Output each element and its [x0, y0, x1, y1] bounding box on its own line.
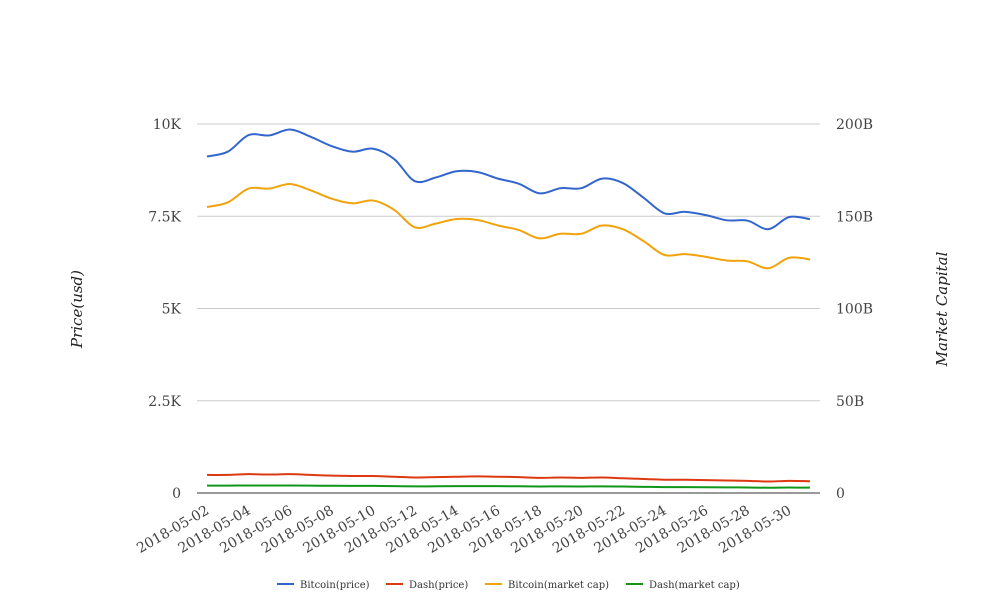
left-tick-label: 2.5K [148, 394, 181, 410]
right-tick-label: 100B [836, 302, 873, 318]
legend-label: Dash(price) [409, 580, 468, 591]
right-tick-label: 50B [836, 394, 864, 410]
series-line-dash-market-cap [206, 484, 811, 489]
legend-item: Dash(price) [386, 580, 468, 591]
legend: Bitcoin(price) Dash(price) Bitcoin(market … [277, 580, 740, 591]
right-tick-label: 200B [836, 117, 873, 133]
left-tick-label: 10K [153, 117, 182, 133]
series-lines [206, 128, 811, 489]
series-line-dash-price [206, 473, 811, 483]
legend-item: Bitcoin(market cap) [485, 580, 609, 591]
legend-item: Bitcoin(price) [277, 580, 370, 591]
left-axis-title: Price(usd) [68, 270, 86, 349]
x-axis: 2018-05-022018-05-042018-05-062018-05-08… [134, 503, 794, 557]
series-line-bitcoin-price [206, 128, 811, 231]
legend-label: Bitcoin(price) [300, 580, 370, 591]
right-tick-label: 0 [836, 486, 845, 502]
legend-label: Bitcoin(market cap) [508, 580, 609, 591]
right-axis-title: Market Capital [933, 251, 951, 367]
legend-item: Dash(market cap) [626, 580, 740, 591]
gridlines [197, 123, 820, 494]
legend-label: Dash(market cap) [649, 580, 740, 591]
left-axis: 0 2.5K 5K 7.5K 10K [148, 117, 181, 502]
right-tick-label: 150B [836, 209, 873, 225]
right-axis: 0 50B 100B 150B 200B [836, 117, 873, 502]
left-tick-label: 0 [172, 486, 181, 502]
left-tick-label: 7.5K [148, 209, 181, 225]
left-tick-label: 5K [162, 302, 182, 318]
series-line-bitcoin-market-cap [206, 182, 811, 270]
